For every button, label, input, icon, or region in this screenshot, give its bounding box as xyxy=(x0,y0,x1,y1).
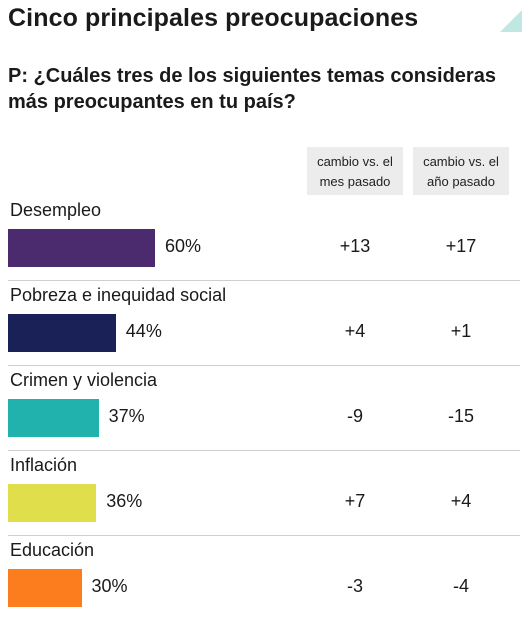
change-vs-month: +7 xyxy=(344,491,366,511)
value-label: 60% xyxy=(165,236,202,256)
change-vs-year: -4 xyxy=(452,576,469,596)
change-vs-year: +4 xyxy=(450,491,472,511)
row-inflacion: Inflación 36% +7 +4 xyxy=(8,451,520,536)
column-header-month: cambio vs. el mes pasado xyxy=(307,147,403,195)
row-educacion: Educación 30% -3 -4 xyxy=(8,536,520,617)
row-divider xyxy=(8,535,520,536)
bar-crimen-y-violencia xyxy=(8,399,99,437)
bar-pobreza-e-inequidad-social xyxy=(8,314,116,352)
bar-desempleo xyxy=(8,229,155,267)
change-vs-year: +17 xyxy=(445,236,477,256)
bar-educacion xyxy=(8,569,82,607)
row-divider xyxy=(8,450,520,451)
value-label: 44% xyxy=(125,321,162,341)
change-vs-year: +1 xyxy=(450,321,472,341)
change-vs-year: -15 xyxy=(447,406,474,426)
row-divider xyxy=(8,280,520,281)
category-label: Inflación xyxy=(10,455,78,475)
corner-triangle-decoration xyxy=(500,10,522,32)
value-label: 36% xyxy=(106,491,143,511)
row-divider xyxy=(8,365,520,366)
row-crimen-y-violencia: Crimen y violencia 37% -9 -15 xyxy=(8,366,520,451)
change-vs-month: +4 xyxy=(344,321,366,341)
row-desempleo: Desempleo 60% +13 +17 xyxy=(8,196,520,281)
row-pobreza-e-inequidad-social: Pobreza e inequidad social 44% +4 +1 xyxy=(8,281,520,366)
chart-title: Cinco principales preocupaciones xyxy=(8,4,419,32)
value-label: 37% xyxy=(108,406,145,426)
category-label: Crimen y violencia xyxy=(10,370,158,390)
survey-question: P: ¿Cuáles tres de los siguientes temas … xyxy=(8,65,496,113)
category-label: Pobreza e inequidad social xyxy=(10,285,227,305)
category-label: Educación xyxy=(10,540,95,560)
value-label: 30% xyxy=(91,576,128,596)
bar-inflacion xyxy=(8,484,97,522)
column-header-year: cambio vs. el año pasado xyxy=(413,147,509,195)
change-vs-month: -9 xyxy=(346,406,363,426)
category-label: Desempleo xyxy=(10,200,102,220)
change-vs-month: +13 xyxy=(339,236,371,256)
change-vs-month: -3 xyxy=(346,576,363,596)
